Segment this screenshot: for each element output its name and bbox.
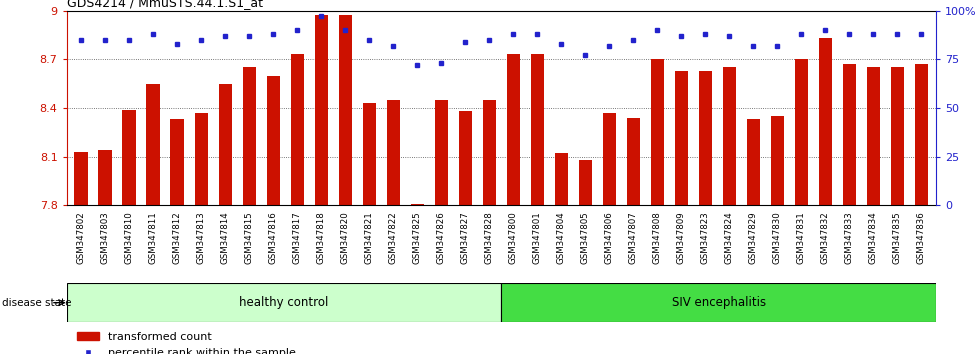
Text: GSM347816: GSM347816 [269,212,277,264]
Text: GSM347820: GSM347820 [341,212,350,264]
Text: GSM347834: GSM347834 [869,212,878,264]
Text: GSM347833: GSM347833 [845,212,854,264]
Text: GSM347813: GSM347813 [197,212,206,264]
Bar [219,84,231,205]
Bar [795,59,808,205]
Text: SIV encephalitis: SIV encephalitis [671,296,765,309]
Text: healthy control: healthy control [239,296,328,309]
Bar [435,100,448,205]
Text: GSM347812: GSM347812 [172,212,181,264]
Bar [171,119,183,205]
Text: GSM347810: GSM347810 [124,212,133,264]
Bar [67,283,502,322]
Bar [267,75,279,205]
Text: GSM347824: GSM347824 [725,212,734,264]
Bar [338,16,352,205]
Bar [363,103,375,205]
Text: GSM347835: GSM347835 [893,212,902,264]
Bar [242,67,256,205]
Bar [555,153,567,205]
Text: GSM347815: GSM347815 [245,212,254,264]
Text: GSM347807: GSM347807 [629,212,638,264]
Text: GSM347818: GSM347818 [317,212,325,264]
Bar [98,150,112,205]
Bar [146,84,160,205]
Text: GSM347823: GSM347823 [701,212,710,264]
Bar [675,71,688,205]
Text: GSM347811: GSM347811 [149,212,158,264]
Bar [483,100,496,205]
Text: GSM347814: GSM347814 [220,212,229,264]
Bar [194,113,208,205]
Bar [915,64,928,205]
Text: GSM347806: GSM347806 [605,212,613,264]
Text: GSM347804: GSM347804 [557,212,565,264]
Text: GSM347836: GSM347836 [917,212,926,264]
Bar [502,283,936,322]
Text: GSM347827: GSM347827 [461,212,469,264]
Text: GSM347801: GSM347801 [533,212,542,264]
Text: GSM347800: GSM347800 [509,212,517,264]
Bar [723,67,736,205]
Bar [531,55,544,205]
Text: GDS4214 / MmuSTS.44.1.S1_at: GDS4214 / MmuSTS.44.1.S1_at [67,0,263,10]
Bar [651,59,664,205]
Text: GSM347802: GSM347802 [76,212,85,264]
Text: GSM347803: GSM347803 [101,212,110,264]
Bar [315,16,327,205]
Bar [819,38,832,205]
Text: GSM347831: GSM347831 [797,212,806,264]
Bar [74,152,87,205]
Text: GSM347822: GSM347822 [389,212,398,264]
Text: GSM347817: GSM347817 [293,212,302,264]
Bar [411,204,423,205]
Text: GSM347830: GSM347830 [773,212,782,264]
Bar [771,116,784,205]
Text: GSM347808: GSM347808 [653,212,662,264]
Text: GSM347829: GSM347829 [749,212,758,264]
Text: GSM347832: GSM347832 [821,212,830,264]
Bar [627,118,640,205]
Bar [507,55,519,205]
Text: GSM347809: GSM347809 [677,212,686,264]
Bar [459,111,471,205]
Text: GSM347825: GSM347825 [413,212,421,264]
Bar [843,64,857,205]
Text: GSM347805: GSM347805 [581,212,590,264]
Bar [699,71,712,205]
Bar [579,160,592,205]
Legend: transformed count, percentile rank within the sample: transformed count, percentile rank withi… [73,328,300,354]
Bar [386,100,400,205]
Text: disease state: disease state [2,298,72,308]
Bar [867,67,880,205]
Text: GSM347826: GSM347826 [437,212,446,264]
Text: GSM347821: GSM347821 [365,212,373,264]
Bar [122,110,135,205]
Bar [603,113,616,205]
Text: GSM347828: GSM347828 [485,212,494,264]
Bar [290,55,304,205]
Bar [747,119,760,205]
Bar [891,67,905,205]
